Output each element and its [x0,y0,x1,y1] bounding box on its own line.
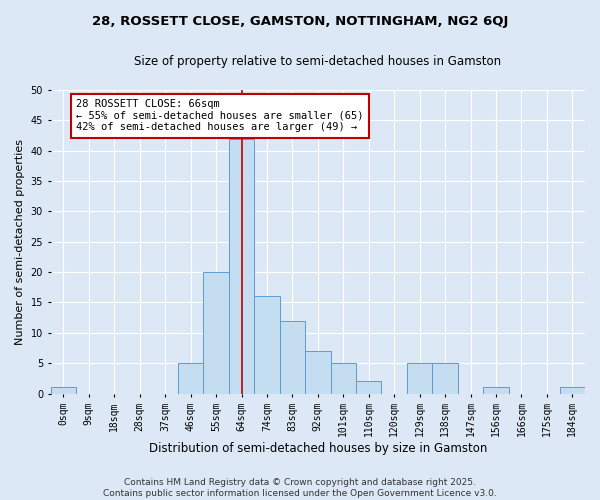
Bar [203,272,229,394]
Bar [483,388,509,394]
X-axis label: Distribution of semi-detached houses by size in Gamston: Distribution of semi-detached houses by … [149,442,487,455]
Text: Contains HM Land Registry data © Crown copyright and database right 2025.
Contai: Contains HM Land Registry data © Crown c… [103,478,497,498]
Bar [50,388,76,394]
Bar [229,138,254,394]
Bar [433,363,458,394]
Y-axis label: Number of semi-detached properties: Number of semi-detached properties [15,139,25,345]
Bar [280,320,305,394]
Bar [331,363,356,394]
Text: 28 ROSSETT CLOSE: 66sqm
← 55% of semi-detached houses are smaller (65)
42% of se: 28 ROSSETT CLOSE: 66sqm ← 55% of semi-de… [76,99,364,132]
Text: 28, ROSSETT CLOSE, GAMSTON, NOTTINGHAM, NG2 6QJ: 28, ROSSETT CLOSE, GAMSTON, NOTTINGHAM, … [92,15,508,28]
Title: Size of property relative to semi-detached houses in Gamston: Size of property relative to semi-detach… [134,55,502,68]
Bar [407,363,433,394]
Bar [178,363,203,394]
Bar [254,296,280,394]
Bar [356,382,382,394]
Bar [560,388,585,394]
Bar [305,351,331,394]
